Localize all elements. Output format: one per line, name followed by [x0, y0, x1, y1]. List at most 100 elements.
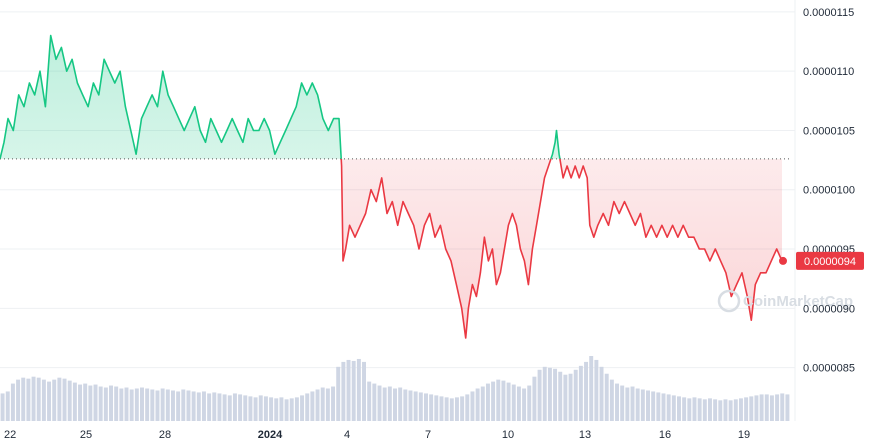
volume-bar	[702, 399, 707, 421]
volume-bar	[434, 395, 439, 421]
volume-bar	[67, 380, 72, 421]
volume-bar	[444, 397, 449, 421]
volume-bar	[36, 377, 41, 421]
volume-bar	[300, 395, 305, 421]
volume-bar	[377, 385, 382, 421]
volume-bar	[563, 374, 568, 421]
volume-bar	[331, 386, 336, 421]
volume-bar	[382, 387, 387, 421]
volume-bar	[738, 398, 743, 421]
volume-bar	[98, 386, 103, 421]
volume-bar	[558, 371, 563, 421]
volume-bar	[181, 389, 186, 421]
volume-bar	[52, 379, 57, 421]
volume-bar	[103, 387, 108, 421]
volume-bar	[201, 391, 206, 421]
volume-bar	[170, 390, 175, 421]
volume-bar	[248, 396, 253, 421]
volume-bar	[630, 386, 635, 421]
volume-bar	[119, 388, 124, 421]
volume-bar	[713, 399, 718, 421]
volume-bar	[759, 394, 764, 421]
volume-bar	[372, 383, 377, 421]
volume-bar	[78, 384, 83, 421]
volume-bar	[718, 400, 723, 421]
price-line-up	[0, 34, 561, 159]
volume-bar	[160, 388, 165, 421]
volume-bar	[599, 366, 604, 421]
volume-bar	[279, 397, 284, 421]
volume-bar	[485, 383, 490, 421]
x-axis: 22 25 28 2024 4 7 10 13 16 19	[4, 429, 750, 441]
volume-bar	[310, 391, 315, 421]
y-tick-label: 0.0000085	[803, 363, 855, 375]
volume-bar	[305, 393, 310, 421]
volume-bar	[274, 398, 279, 421]
x-tick-label: 22	[4, 429, 16, 441]
volume-bar	[387, 386, 392, 421]
volume-bar	[114, 386, 119, 421]
volume-bar	[620, 385, 625, 421]
volume-bar	[749, 396, 754, 421]
volume-bar	[72, 382, 77, 421]
volume-bar	[62, 378, 67, 421]
volume-bar	[150, 389, 155, 421]
volume-bar	[124, 387, 129, 421]
x-tick-label: 16	[659, 429, 671, 441]
volume-bar	[625, 387, 630, 421]
volume-bar	[145, 388, 150, 421]
volume-bar	[289, 398, 294, 421]
volume-bar	[775, 394, 780, 421]
volume-bar	[697, 398, 702, 421]
volume-bar	[615, 383, 620, 421]
y-axis: 0.0000115 0.0000110 0.0000105 0.0000100 0.00…	[803, 7, 855, 375]
volume-bar	[501, 380, 506, 421]
volume-bar	[491, 381, 496, 421]
volume-bar	[222, 394, 227, 421]
volume-bar	[403, 389, 408, 421]
volume-bar	[692, 397, 697, 421]
volume-bar	[93, 384, 98, 421]
y-tick-label: 0.0000115	[803, 7, 854, 19]
volume-bar	[0, 393, 5, 421]
price-area	[0, 35, 782, 338]
volume-bar	[707, 398, 712, 421]
volume-bar	[109, 385, 113, 421]
volume-bar	[362, 361, 367, 421]
volume-bar	[31, 376, 36, 421]
volume-bar	[83, 383, 88, 421]
volume-bar	[217, 393, 222, 421]
volume-bar	[258, 395, 263, 421]
volume-bar	[243, 395, 248, 421]
volume-bar	[196, 392, 201, 421]
volume-bar	[21, 377, 26, 421]
volume-bar	[522, 388, 527, 421]
current-price-dot	[778, 256, 787, 265]
volume-bar	[346, 359, 351, 421]
volume-bar	[728, 400, 733, 421]
volume-bar	[263, 396, 268, 421]
volume-bar	[320, 387, 325, 421]
watermark-text: CoinMarketCap	[743, 293, 853, 310]
coinmarketcap-logo-icon	[717, 289, 741, 313]
volume-bar	[589, 356, 594, 421]
volume-bar	[253, 397, 258, 421]
volume-bar	[26, 378, 31, 421]
volume-bar	[341, 361, 346, 421]
volume-bar	[269, 397, 274, 421]
volume-bar	[656, 392, 661, 421]
volume-bar	[584, 361, 589, 421]
volume-bar	[10, 383, 15, 421]
y-tick-label: 0.0000105	[803, 125, 855, 137]
volume-bar	[635, 388, 640, 421]
volume-bar	[41, 379, 46, 421]
volume-bar	[367, 381, 372, 421]
volume-bar	[532, 376, 537, 421]
volume-bar	[460, 396, 465, 421]
volume-bar	[465, 394, 470, 421]
volume-bar	[207, 393, 212, 421]
volume-bar	[336, 366, 341, 421]
volume-bar	[506, 382, 511, 421]
y-tick-label: 0.0000110	[803, 66, 854, 78]
volume-bar	[609, 379, 614, 421]
